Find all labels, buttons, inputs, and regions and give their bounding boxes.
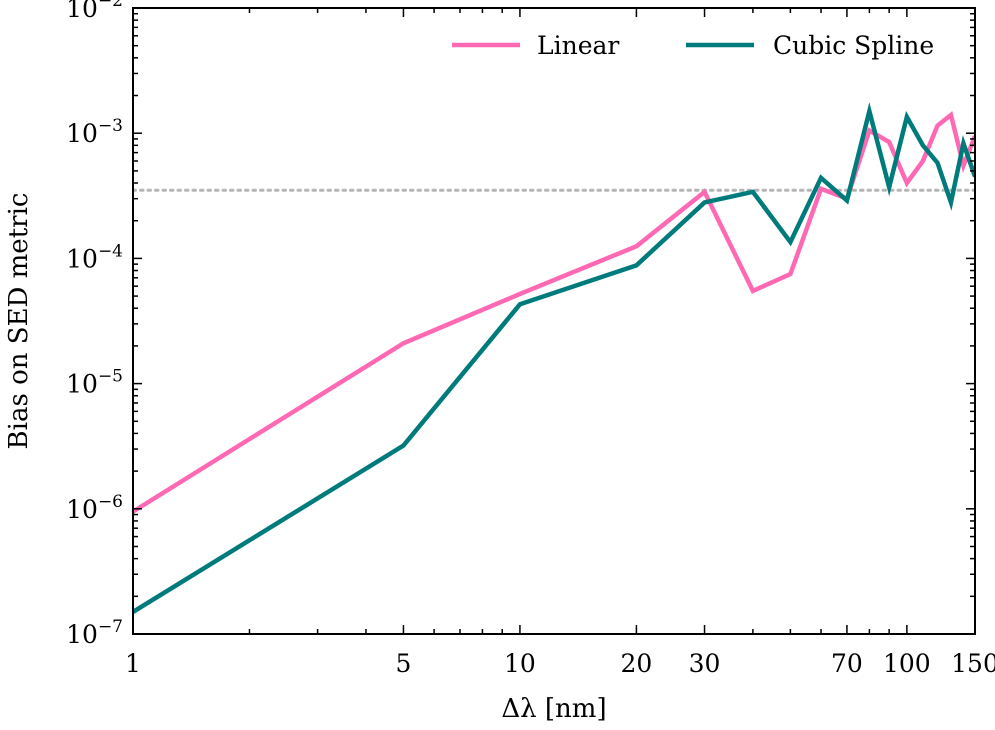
x-tick-label: 20 [621, 649, 653, 678]
x-tick-label: 30 [689, 649, 721, 678]
x-tick-label: 70 [831, 649, 863, 678]
x-tick-label: 150 [951, 649, 995, 678]
x-tick-label: 10 [504, 649, 536, 678]
legend-label-linear: Linear [537, 31, 619, 60]
legend-label-cubic-spline: Cubic Spline [773, 31, 934, 60]
series-line-cubic-spline [133, 102, 975, 614]
y-tick-label: 10−6 [66, 492, 123, 524]
plot-frame [132, 7, 976, 635]
x-axis-label: Δλ [nm] [501, 694, 606, 724]
y-tick-label: 10−3 [66, 116, 123, 148]
y-tick-label: 10−5 [66, 367, 123, 399]
y-tick-label: 10−2 [66, 0, 123, 23]
x-tick-label: 1 [125, 649, 141, 678]
x-tick-label: 5 [396, 649, 412, 678]
y-tick-label: 10−4 [66, 241, 123, 273]
series-line-linear [133, 110, 975, 514]
y-axis-label: Bias on SED metric [4, 193, 34, 450]
legend: Linear Cubic Spline [452, 31, 934, 60]
x-tick-label: 100 [883, 649, 931, 678]
y-tick-label: 10−7 [66, 617, 123, 649]
